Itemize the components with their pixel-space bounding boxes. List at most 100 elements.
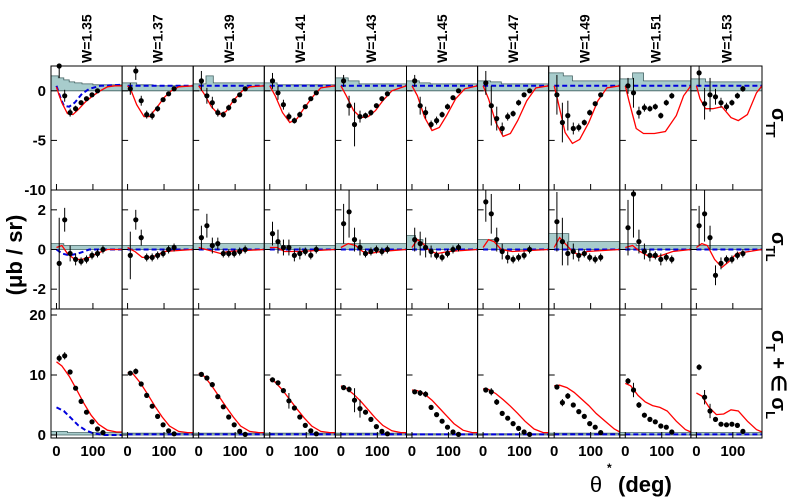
data-marker bbox=[373, 103, 379, 109]
data-marker bbox=[155, 413, 161, 419]
data-marker bbox=[423, 110, 429, 116]
data-point bbox=[712, 416, 719, 422]
data-marker bbox=[641, 248, 648, 255]
data-point bbox=[723, 422, 730, 428]
data-marker bbox=[144, 112, 150, 118]
data-point bbox=[658, 423, 664, 429]
model-curve-solid bbox=[696, 392, 763, 433]
data-marker bbox=[83, 409, 90, 415]
data-marker bbox=[313, 90, 319, 96]
data-point bbox=[740, 249, 746, 258]
data-point bbox=[56, 217, 62, 309]
data-marker bbox=[636, 402, 642, 408]
data-point bbox=[439, 418, 445, 424]
data-point bbox=[100, 245, 106, 254]
data-marker bbox=[658, 423, 664, 429]
data-point bbox=[630, 190, 637, 238]
data-point bbox=[83, 255, 90, 264]
data-marker bbox=[269, 377, 276, 383]
data-point bbox=[510, 421, 516, 427]
data-point bbox=[581, 119, 587, 126]
data-point bbox=[592, 255, 598, 264]
data-marker bbox=[559, 119, 566, 126]
data-marker bbox=[450, 95, 456, 101]
data-point bbox=[149, 253, 155, 262]
data-point bbox=[166, 245, 172, 254]
data-marker bbox=[559, 400, 566, 406]
data-point bbox=[527, 245, 533, 254]
panel-r0-c8 bbox=[619, 65, 692, 191]
data-marker bbox=[527, 431, 533, 437]
data-point bbox=[576, 123, 582, 132]
data-point bbox=[702, 87, 708, 120]
data-marker bbox=[669, 93, 675, 99]
data-marker bbox=[379, 96, 385, 102]
model-curve-solid bbox=[554, 384, 621, 433]
data-point bbox=[598, 253, 604, 262]
data-marker bbox=[362, 409, 369, 415]
data-point bbox=[729, 99, 735, 106]
panel-r0-c4 bbox=[334, 65, 407, 191]
data-marker bbox=[198, 371, 204, 377]
data-marker bbox=[630, 191, 637, 197]
panel-r2-c6: 0 100 bbox=[477, 308, 550, 460]
x-tick-label: 0 bbox=[621, 443, 629, 460]
data-marker bbox=[598, 254, 604, 260]
data-marker bbox=[625, 378, 631, 384]
data-marker bbox=[160, 97, 166, 103]
data-point bbox=[444, 249, 451, 258]
data-point bbox=[734, 251, 741, 260]
data-point bbox=[269, 377, 276, 383]
data-marker bbox=[346, 103, 352, 109]
data-marker bbox=[308, 428, 314, 434]
data-marker bbox=[73, 256, 79, 262]
systematic-band bbox=[121, 245, 194, 250]
data-point bbox=[237, 92, 243, 98]
systematic-band bbox=[406, 433, 478, 436]
data-point bbox=[204, 87, 210, 104]
data-marker bbox=[155, 106, 161, 112]
data-marker bbox=[83, 96, 90, 102]
row-label-0: σTT bbox=[763, 108, 789, 138]
data-point bbox=[127, 231, 133, 280]
model-curve-dashed bbox=[55, 83, 123, 108]
data-marker bbox=[630, 387, 637, 393]
column-label: W=1.47 bbox=[505, 14, 521, 63]
data-marker bbox=[455, 88, 462, 94]
data-marker bbox=[62, 93, 68, 99]
panel-r1-c7 bbox=[548, 189, 621, 310]
data-marker bbox=[127, 370, 133, 376]
data-marker bbox=[702, 211, 708, 217]
data-point bbox=[94, 88, 101, 94]
data-marker bbox=[723, 104, 730, 110]
x-axis-label-unit: (deg) bbox=[618, 472, 672, 497]
data-point bbox=[702, 190, 708, 242]
data-point bbox=[373, 245, 379, 254]
data-marker bbox=[499, 410, 505, 416]
data-point bbox=[434, 251, 440, 260]
data-marker bbox=[73, 385, 79, 391]
data-point bbox=[291, 117, 297, 124]
data-point bbox=[499, 243, 505, 260]
data-point bbox=[94, 249, 101, 258]
data-marker bbox=[149, 254, 155, 260]
data-marker bbox=[587, 254, 593, 260]
data-marker bbox=[368, 110, 374, 116]
data-point bbox=[302, 247, 308, 256]
data-marker bbox=[127, 86, 133, 92]
data-point bbox=[570, 122, 576, 135]
data-marker bbox=[439, 112, 445, 118]
systematic-band bbox=[619, 72, 692, 92]
x-tick-label: 100 bbox=[649, 443, 674, 460]
data-point bbox=[351, 227, 358, 252]
model-curve-solid bbox=[411, 85, 478, 132]
data-point bbox=[341, 385, 347, 391]
data-point bbox=[455, 88, 462, 94]
data-point bbox=[630, 77, 637, 108]
systematic-band bbox=[121, 432, 194, 436]
data-marker bbox=[444, 250, 451, 257]
data-marker bbox=[313, 246, 319, 253]
systematic-band bbox=[548, 233, 621, 250]
data-point bbox=[521, 92, 527, 98]
data-point bbox=[707, 77, 713, 112]
